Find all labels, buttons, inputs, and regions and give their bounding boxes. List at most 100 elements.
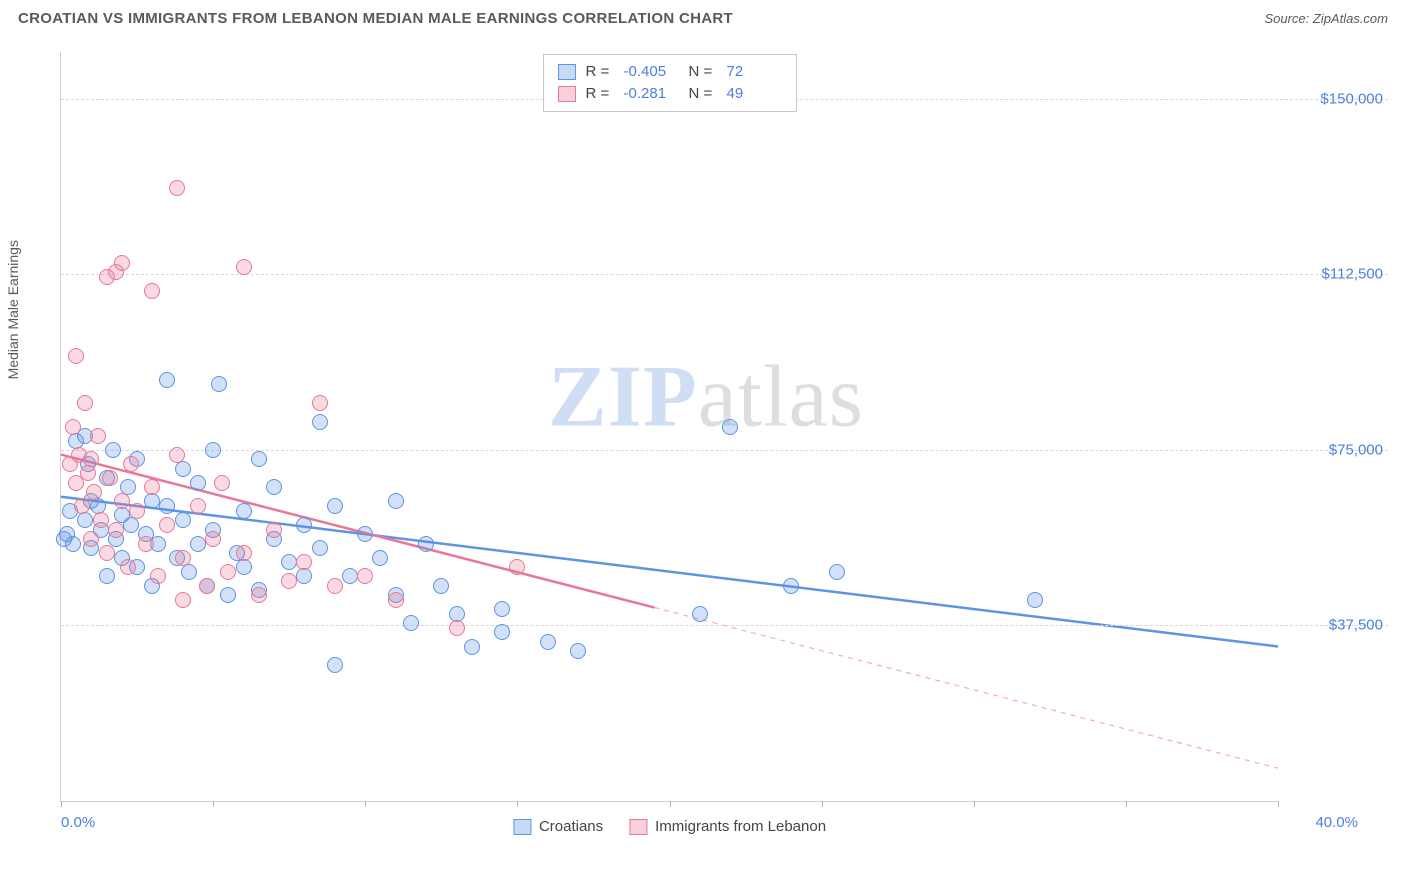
swatch-blue-icon	[513, 819, 531, 835]
data-point-croatians	[692, 606, 708, 622]
legend-row-croatians: R = -0.405 N = 72	[558, 61, 782, 83]
data-point-lebanon	[120, 559, 136, 575]
trendline-lebanon-extrapolated	[654, 607, 1278, 768]
data-point-croatians	[77, 512, 93, 528]
data-point-croatians	[327, 498, 343, 514]
swatch-blue-icon	[558, 64, 576, 80]
data-point-croatians	[342, 568, 358, 584]
data-point-croatians	[829, 564, 845, 580]
data-point-croatians	[281, 554, 297, 570]
data-point-lebanon	[266, 522, 282, 538]
data-point-lebanon	[138, 536, 154, 552]
data-point-croatians	[540, 634, 556, 650]
data-point-croatians	[372, 550, 388, 566]
x-tick	[517, 801, 518, 807]
data-point-lebanon	[102, 470, 118, 486]
data-point-lebanon	[449, 620, 465, 636]
source-site: ZipAtlas.com	[1313, 11, 1388, 26]
data-point-lebanon	[114, 255, 130, 271]
n-label: N =	[689, 83, 717, 105]
data-point-lebanon	[83, 451, 99, 467]
data-point-lebanon	[144, 479, 160, 495]
y-tick-label: $37,500	[1329, 617, 1383, 634]
data-point-croatians	[783, 578, 799, 594]
data-point-croatians	[190, 475, 206, 491]
y-tick-label: $75,000	[1329, 441, 1383, 458]
data-point-lebanon	[129, 503, 145, 519]
plot-area: ZIPatlas R = -0.405 N = 72 R = -0.281 N …	[60, 52, 1278, 802]
data-point-croatians	[220, 587, 236, 603]
data-point-croatians	[296, 517, 312, 533]
data-point-croatians	[388, 493, 404, 509]
data-point-croatians	[494, 624, 510, 640]
data-point-croatians	[251, 451, 267, 467]
data-point-croatians	[312, 540, 328, 556]
data-point-lebanon	[99, 545, 115, 561]
data-point-croatians	[357, 526, 373, 542]
data-point-lebanon	[77, 395, 93, 411]
data-point-croatians	[190, 536, 206, 552]
legend-item-lebanon: Immigrants from Lebanon	[629, 818, 826, 835]
x-tick	[365, 801, 366, 807]
y-tick-label: $112,500	[1322, 266, 1383, 283]
data-point-croatians	[327, 657, 343, 673]
source-prefix: Source:	[1264, 11, 1312, 26]
data-point-lebanon	[150, 568, 166, 584]
data-point-lebanon	[214, 475, 230, 491]
x-tick	[974, 801, 975, 807]
data-point-lebanon	[74, 498, 90, 514]
data-point-lebanon	[327, 578, 343, 594]
data-point-croatians	[296, 568, 312, 584]
n-value-lebanon: 49	[727, 83, 782, 105]
watermark: ZIPatlas	[548, 346, 864, 447]
data-point-croatians	[175, 461, 191, 477]
data-point-croatians	[236, 503, 252, 519]
n-value-croatians: 72	[727, 61, 782, 83]
legend-row-lebanon: R = -0.281 N = 49	[558, 83, 782, 105]
data-point-lebanon	[220, 564, 236, 580]
data-point-lebanon	[199, 578, 215, 594]
x-tick	[213, 801, 214, 807]
data-point-lebanon	[205, 531, 221, 547]
data-point-croatians	[56, 531, 72, 547]
data-point-croatians	[105, 442, 121, 458]
data-point-lebanon	[175, 592, 191, 608]
chart-container: Median Male Earnings ZIPatlas R = -0.405…	[18, 40, 1388, 842]
data-point-croatians	[205, 442, 221, 458]
data-point-lebanon	[236, 259, 252, 275]
data-point-croatians	[144, 493, 160, 509]
x-axis-max-label: 40.0%	[1315, 814, 1358, 831]
x-tick	[822, 801, 823, 807]
data-point-croatians	[722, 419, 738, 435]
swatch-pink-icon	[629, 819, 647, 835]
data-point-lebanon	[93, 512, 109, 528]
trend-lines-svg	[61, 52, 1278, 801]
data-point-lebanon	[86, 484, 102, 500]
data-point-croatians	[236, 559, 252, 575]
x-tick	[1278, 801, 1279, 807]
data-point-lebanon	[509, 559, 525, 575]
data-point-lebanon	[108, 522, 124, 538]
r-value-croatians: -0.405	[624, 61, 679, 83]
data-point-lebanon	[169, 447, 185, 463]
x-tick	[61, 801, 62, 807]
data-point-lebanon	[114, 493, 130, 509]
data-point-croatians	[159, 498, 175, 514]
source-attribution: Source: ZipAtlas.com	[1264, 11, 1388, 26]
data-point-lebanon	[236, 545, 252, 561]
data-point-lebanon	[83, 531, 99, 547]
swatch-pink-icon	[558, 86, 576, 102]
legend-label-lebanon: Immigrants from Lebanon	[655, 818, 826, 835]
x-tick	[670, 801, 671, 807]
legend-item-croatians: Croatians	[513, 818, 603, 835]
gridline-h	[61, 274, 1388, 275]
data-point-lebanon	[169, 180, 185, 196]
r-label: R =	[586, 83, 614, 105]
data-point-croatians	[464, 639, 480, 655]
data-point-lebanon	[123, 456, 139, 472]
gridline-h	[61, 625, 1388, 626]
data-point-lebanon	[296, 554, 312, 570]
data-point-croatians	[418, 536, 434, 552]
x-tick	[1126, 801, 1127, 807]
data-point-croatians	[99, 568, 115, 584]
